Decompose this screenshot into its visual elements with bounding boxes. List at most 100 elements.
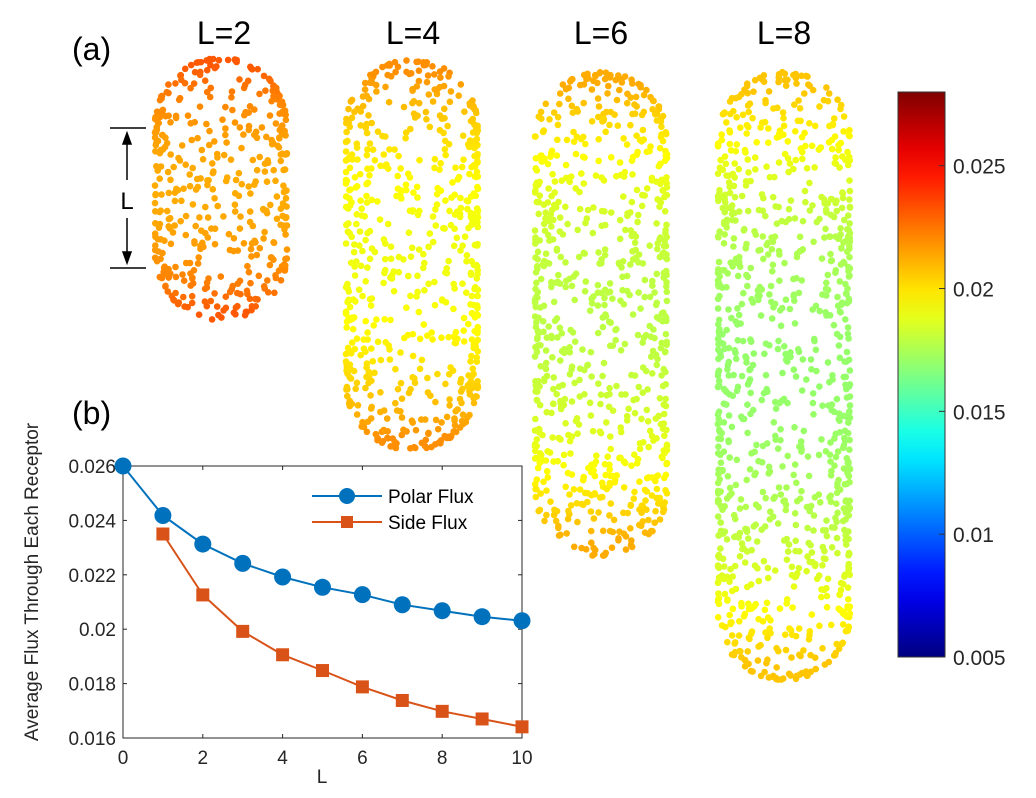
receptor-dot (424, 389, 432, 396)
receptor-dot (805, 81, 812, 88)
receptor-dot (798, 72, 805, 80)
receptor-dot (222, 304, 230, 312)
receptor-dot (834, 509, 841, 517)
receptor-dot (151, 199, 159, 207)
receptor-dot (552, 204, 560, 211)
y-tick-label: 0.016 (68, 729, 116, 750)
receptor-dot (196, 71, 204, 79)
receptor-dot (744, 648, 751, 655)
receptor-dot (779, 369, 786, 377)
receptor-dot (762, 371, 770, 379)
receptor-dot (768, 246, 776, 253)
receptor-dot (762, 340, 770, 348)
receptor-dot (547, 211, 555, 218)
receptor-dot (839, 621, 847, 628)
receptor-dot (819, 402, 826, 410)
receptor-dot (662, 267, 670, 275)
receptor-dot (835, 342, 843, 349)
receptor-dot (750, 88, 757, 95)
receptor-dot (187, 84, 194, 92)
receptor-dot (657, 160, 664, 168)
receptor-dot (451, 415, 458, 422)
receptor-dot (408, 417, 416, 425)
receptor-dot (833, 395, 841, 403)
receptor-dot (822, 285, 830, 293)
receptor-dot (588, 118, 596, 125)
receptor-dot (765, 88, 773, 95)
receptor-dot (834, 448, 842, 455)
receptor-dot (743, 528, 751, 535)
receptor-dot (836, 429, 844, 436)
receptor-dot (458, 163, 466, 171)
receptor-dot (717, 451, 724, 459)
receptor-dot (748, 450, 755, 457)
receptor-dot (780, 122, 788, 130)
receptor-dot (425, 430, 432, 438)
receptor-dot (457, 81, 465, 88)
receptor-dot (655, 103, 663, 110)
receptor-dot (738, 603, 745, 610)
receptor-dot (431, 278, 438, 286)
receptor-dot (203, 120, 210, 128)
receptor-dot (725, 358, 733, 366)
receptor-dot (368, 377, 375, 385)
receptor-dot (376, 216, 384, 223)
receptor-dot (464, 382, 472, 389)
receptor-dot (421, 442, 429, 450)
receptor-dot (356, 170, 364, 178)
receptor-dot (364, 146, 371, 153)
receptor-dot (734, 321, 741, 328)
capsule-L8 (714, 68, 854, 683)
receptor-dot (816, 383, 823, 390)
receptor-dot (636, 478, 643, 486)
receptor-dot (282, 231, 289, 238)
receptor-dot (646, 242, 653, 249)
receptor-dot (846, 265, 854, 272)
receptor-dot (823, 532, 831, 540)
receptor-dot (836, 278, 844, 285)
receptor-dot (394, 385, 402, 393)
receptor-dot (600, 359, 608, 367)
receptor-dot (380, 426, 388, 434)
receptor-dot (568, 102, 576, 110)
receptor-dot (465, 224, 472, 232)
receptor-dot (365, 112, 372, 119)
receptor-dot (845, 335, 852, 342)
receptor-dot (170, 163, 177, 171)
receptor-dot (608, 544, 616, 551)
receptor-dot (763, 163, 770, 170)
receptor-dot (589, 229, 597, 237)
receptor-dot (201, 77, 209, 84)
receptor-dot (736, 263, 744, 271)
receptor-dot (846, 132, 853, 140)
receptor-dot (643, 506, 650, 513)
receptor-dot (606, 342, 614, 350)
receptor-dot (280, 188, 288, 196)
receptor-dot (429, 213, 437, 220)
receptor-dot (745, 600, 752, 608)
receptor-dot (638, 202, 646, 210)
receptor-dot (356, 228, 364, 235)
receptor-dot (799, 155, 806, 163)
receptor-dot (542, 250, 550, 257)
receptor-dot (819, 645, 826, 652)
receptor-dot (811, 122, 819, 130)
receptor-dot (209, 169, 217, 177)
receptor-dot (346, 296, 353, 304)
receptor-dot (581, 366, 588, 374)
receptor-dot (382, 133, 389, 140)
receptor-dot (182, 212, 190, 220)
receptor-dot (281, 107, 289, 114)
receptor-dot (790, 583, 798, 590)
receptor-dot (543, 468, 551, 475)
receptor-dot (223, 139, 230, 146)
receptor-dot (714, 305, 722, 312)
receptor-dot (555, 383, 563, 391)
receptor-dot (845, 528, 852, 535)
receptor-dot (663, 251, 670, 258)
receptor-dot (353, 211, 361, 218)
receptor-dot (454, 335, 461, 343)
receptor-dot (581, 288, 589, 295)
receptor-dot (777, 491, 785, 498)
receptor-dot (606, 466, 613, 474)
